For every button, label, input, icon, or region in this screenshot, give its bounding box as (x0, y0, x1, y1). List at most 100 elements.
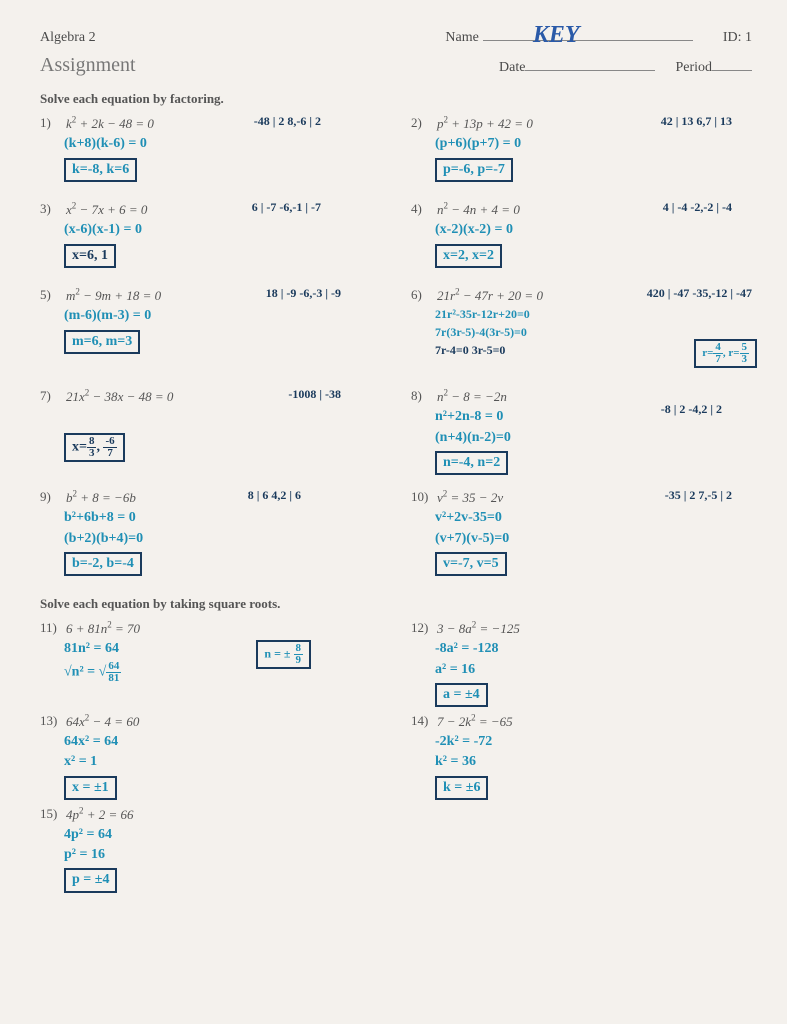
assignment-title: Assignment (40, 54, 136, 77)
factor-scratch: -35 | 2 7,-5 | 2 (665, 489, 732, 502)
work-line: b²+6b+8 = 0 (64, 509, 381, 527)
header-row: Algebra 2 Name KEY ID: 1 (40, 30, 752, 46)
date-label: Date (499, 60, 525, 76)
section1-header: Solve each equation by factoring. (40, 91, 752, 107)
work-line: a² = 16 (435, 661, 752, 679)
work-line: 64x² = 64 (64, 733, 381, 751)
factor-scratch: 6 | -7 -6,-1 | -7 (252, 201, 321, 214)
problem-8: 8) n2 − 8 = −2n -8 | 2 -4,2 | 2 n²+2n-8 … (411, 388, 752, 483)
answer-box: p = ±4 (64, 868, 117, 892)
equation: b2 + 8 = −6b (66, 490, 136, 505)
work-line: 21r²-35r-12r+20=0 (435, 307, 752, 323)
equation: 3 − 8a2 = −125 (437, 621, 520, 636)
problems-grid: 1) k2 + 2k − 48 = 0 -48 | 2 8,-6 | 2 (k+… (40, 115, 752, 899)
equation: x2 − 7x + 6 = 0 (66, 202, 147, 217)
equation: v2 = 35 − 2v (437, 490, 503, 505)
work-line: k² = 36 (435, 753, 752, 771)
name-value: KEY (533, 22, 580, 49)
answer-box: x=2, x=2 (435, 244, 502, 268)
answer-box: r=47, r=53 (694, 339, 757, 368)
course-label: Algebra 2 (40, 30, 96, 46)
answer-box: a = ±4 (435, 683, 488, 707)
problem-number: 5) (40, 287, 62, 303)
problem-number: 13) (40, 713, 62, 729)
work-line: -8a² = -128 (435, 640, 752, 658)
problem-11: 11) 6 + 81n2 = 70 81n² = 64 n = ± 89 √n²… (40, 620, 381, 707)
problem-9: 9) b2 + 8 = −6b 8 | 6 4,2 | 6 b²+6b+8 = … (40, 489, 381, 584)
problem-number: 14) (411, 713, 433, 729)
work-line: v²+2v-35=0 (435, 509, 752, 527)
problem-13: 13) 64x2 − 4 = 60 64x² = 64 x² = 1 x = ±… (40, 713, 381, 800)
factor-scratch: 42 | 13 6,7 | 13 (661, 115, 732, 128)
period-field (712, 70, 752, 71)
problem-number: 8) (411, 388, 433, 404)
equation: 64x2 − 4 = 60 (66, 714, 139, 729)
work-line: (x-2)(x-2) = 0 (435, 221, 752, 239)
equation: m2 − 9m + 18 = 0 (66, 288, 161, 303)
problem-4: 4) n2 − 4n + 4 = 0 4 | -4 -2,-2 | -4 (x-… (411, 201, 752, 281)
name-field: KEY (483, 40, 693, 41)
problem-6: 6) 21r2 − 47r + 20 = 0 420 | -47 -35,-12… (411, 287, 752, 382)
answer-box: n=-4, n=2 (435, 451, 508, 475)
factor-scratch: 18 | -9 -6,-3 | -9 (266, 287, 341, 300)
empty-cell (411, 806, 752, 899)
id-label: ID: 1 (723, 30, 752, 46)
equation: n2 − 8 = −2n (437, 389, 507, 404)
problem-number: 6) (411, 287, 433, 303)
work-line: 81n² = 64 (64, 640, 381, 658)
work-line: p² = 16 (64, 846, 381, 864)
problem-number: 9) (40, 489, 62, 505)
equation: 6 + 81n2 = 70 (66, 621, 140, 636)
factor-scratch: 8 | 6 4,2 | 6 (248, 489, 301, 502)
work-line: (p+6)(p+7) = 0 (435, 135, 752, 153)
problem-14: 14) 7 − 2k2 = −65 -2k² = -72 k² = 36 k =… (411, 713, 752, 800)
factor-scratch: -8 | 2 -4,2 | 2 (661, 403, 722, 416)
work-line: 4p² = 64 (64, 826, 381, 844)
factor-scratch: -48 | 2 8,-6 | 2 (254, 115, 321, 128)
problem-15: 15) 4p2 + 2 = 66 4p² = 64 p² = 16 p = ±4 (40, 806, 381, 893)
work-line: (v+7)(v-5)=0 (435, 530, 752, 548)
problem-number: 3) (40, 201, 62, 217)
equation: n2 − 4n + 4 = 0 (437, 202, 520, 217)
problem-number: 15) (40, 806, 62, 822)
problem-1: 1) k2 + 2k − 48 = 0 -48 | 2 8,-6 | 2 (k+… (40, 115, 381, 195)
answer-box: x = ±1 (64, 776, 117, 800)
answer-box: x=83, -67 (64, 433, 125, 462)
period-label: Period (675, 60, 712, 76)
title-row: Assignment Date Period (40, 54, 752, 77)
factor-scratch: 4 | -4 -2,-2 | -4 (663, 201, 732, 214)
answer-box: k=-8, k=6 (64, 158, 137, 182)
problem-number: 1) (40, 115, 62, 131)
equation: 4p2 + 2 = 66 (66, 807, 134, 822)
work-line: (x-6)(x-1) = 0 (64, 221, 381, 239)
equation: 7 − 2k2 = −65 (437, 714, 513, 729)
answer-box: b=-2, b=-4 (64, 552, 142, 576)
equation: 21x2 − 38x − 48 = 0 (66, 389, 173, 404)
factor-scratch: 420 | -47 -35,-12 | -47 (647, 287, 752, 300)
work-line: x² = 1 (64, 753, 381, 771)
answer-box: n = ± 89 (256, 640, 311, 669)
equation: 21r2 − 47r + 20 = 0 (437, 288, 543, 303)
work-line: -2k² = -72 (435, 733, 752, 751)
problem-number: 12) (411, 620, 433, 636)
problem-5: 5) m2 − 9m + 18 = 0 18 | -9 -6,-3 | -9 (… (40, 287, 381, 382)
answer-box: v=-7, v=5 (435, 552, 507, 576)
problem-2: 2) p2 + 13p + 42 = 0 42 | 13 6,7 | 13 (p… (411, 115, 752, 195)
problem-12: 12) 3 − 8a2 = −125 -8a² = -128 a² = 16 a… (411, 620, 752, 707)
work-line: (b+2)(b+4)=0 (64, 530, 381, 548)
work-line: (k+8)(k-6) = 0 (64, 135, 381, 153)
problem-10: 10) v2 = 35 − 2v -35 | 2 7,-5 | 2 v²+2v-… (411, 489, 752, 584)
factor-scratch: -1008 | -38 (288, 388, 341, 401)
answer-box: m=6, m=3 (64, 330, 140, 354)
equation: k2 + 2k − 48 = 0 (66, 116, 154, 131)
problem-number: 11) (40, 620, 62, 636)
answer-box: x=6, 1 (64, 244, 116, 268)
answer-box: k = ±6 (435, 776, 488, 800)
work-line: (m-6)(m-3) = 0 (64, 307, 381, 325)
equation: p2 + 13p + 42 = 0 (437, 116, 533, 131)
date-field (525, 70, 655, 71)
problem-3: 3) x2 − 7x + 6 = 0 6 | -7 -6,-1 | -7 (x-… (40, 201, 381, 281)
work-line: √n² = √6481 (64, 661, 381, 684)
answer-box: p=-6, p=-7 (435, 158, 513, 182)
problem-number: 7) (40, 388, 62, 404)
